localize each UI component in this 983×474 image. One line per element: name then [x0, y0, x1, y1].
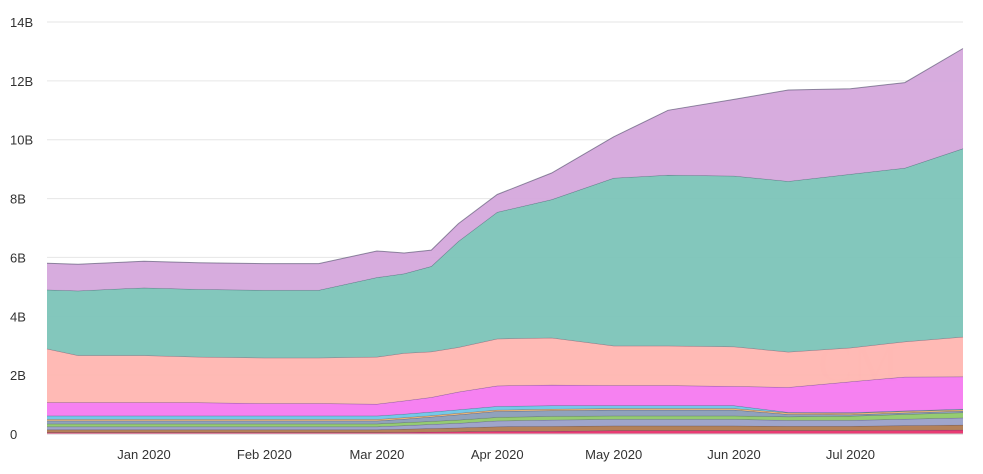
x-tick-label: May 2020: [585, 447, 642, 462]
area-series-8: [47, 336, 963, 404]
x-tick-label: Jun 2020: [707, 447, 761, 462]
x-tick-label: Apr 2020: [471, 447, 524, 462]
area-series-9: [47, 148, 963, 358]
x-tick-label: Jul 2020: [826, 447, 875, 462]
area-series-1: [47, 424, 963, 433]
area-series-4: [47, 409, 963, 424]
x-tick-label: Jan 2020: [117, 447, 171, 462]
area-series-group: [46, 48, 964, 434]
y-tick-label: 2B: [10, 368, 26, 383]
x-tick-label: Mar 2020: [349, 447, 404, 462]
y-tick-label: 14B: [10, 15, 33, 30]
y-tick-label: 6B: [10, 250, 26, 265]
area-series-10-edge: [46, 48, 964, 265]
area-series-10: [47, 48, 963, 291]
y-tick-label: 10B: [10, 133, 33, 148]
y-tick-label: 0: [10, 427, 17, 442]
y-tick-label: 4B: [10, 309, 26, 324]
axes: 0 2B 4B 6B 8B 10B 12B 14B Jan 2020 Feb 2020 Mar 20…: [10, 15, 963, 462]
x-tick-label: Feb 2020: [237, 447, 292, 462]
y-tick-label: 12B: [10, 74, 33, 89]
y-tick-label: 8B: [10, 192, 26, 207]
